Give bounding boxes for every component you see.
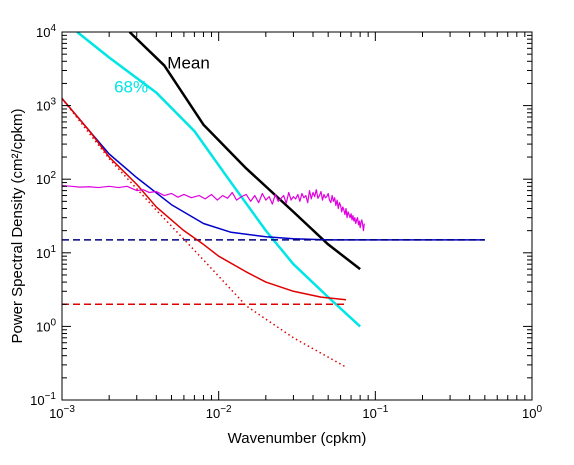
series-line-2 bbox=[62, 97, 485, 241]
annotation-label-0: Mean bbox=[167, 53, 210, 72]
series-line-5 bbox=[62, 98, 347, 368]
y-tick-label: 10−1 bbox=[30, 391, 56, 408]
series-line-1 bbox=[76, 32, 361, 328]
x-tick-label: 100 bbox=[522, 404, 542, 421]
series-line-7 bbox=[62, 184, 365, 232]
series-line-4 bbox=[62, 97, 347, 301]
plot-frame bbox=[61, 31, 533, 401]
y-tick-label: 100 bbox=[36, 317, 56, 334]
y-tick-label: 104 bbox=[36, 23, 56, 40]
y-axis-label: Power Spectral Density (cm²/cpkm) bbox=[9, 108, 26, 343]
series-layer bbox=[62, 32, 485, 368]
axes-layer: 10−3 10−2 10−1 100 10−1 100 101 102 103 104 bbox=[30, 23, 542, 421]
y-tick-label: 101 bbox=[36, 244, 56, 261]
annotation-layer: Mean 68% bbox=[114, 53, 210, 96]
y-tick-label: 103 bbox=[36, 97, 56, 114]
series-line-0 bbox=[128, 32, 361, 271]
x-tick-label: 10−3 bbox=[49, 404, 75, 421]
x-tick-label: 10−1 bbox=[362, 404, 388, 421]
annotation-label-1: 68% bbox=[114, 78, 148, 97]
x-axis-label: Wavenumber (cpkm) bbox=[228, 430, 367, 447]
x-tick-label: 10−2 bbox=[206, 404, 232, 421]
y-tick-label: 102 bbox=[36, 170, 56, 187]
